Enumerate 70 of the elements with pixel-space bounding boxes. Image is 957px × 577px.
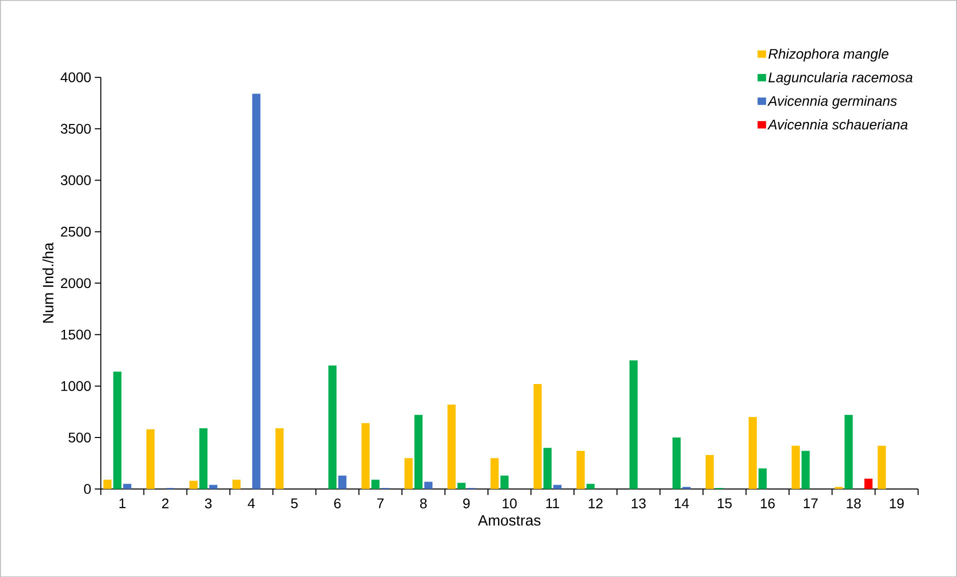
y-tick-label: 1000 — [61, 380, 91, 391]
legend-label: Avicennia schaueriana — [767, 119, 908, 130]
bar — [792, 446, 800, 489]
bar — [252, 94, 260, 489]
bar — [457, 482, 466, 489]
bar — [500, 475, 509, 489]
bar — [361, 422, 370, 489]
bar — [275, 428, 284, 489]
bar — [629, 360, 638, 489]
x-tick-label: 3 — [204, 498, 212, 508]
y-tick-label: 1500 — [61, 330, 91, 340]
bar — [448, 404, 456, 489]
y-tick-label: 0 — [84, 484, 91, 494]
bar — [758, 468, 767, 489]
bar — [844, 414, 853, 489]
bar — [189, 480, 198, 489]
x-tick-label: 8 — [420, 498, 427, 508]
bar — [199, 428, 208, 489]
bar — [146, 429, 155, 489]
x-tick-label: 9 — [463, 498, 470, 508]
bar — [543, 448, 552, 489]
x-tick-label: 1 — [119, 498, 126, 508]
bar — [424, 482, 432, 489]
x-tick-label: 16 — [760, 498, 775, 508]
bar — [103, 480, 112, 489]
x-tick-label: 13 — [632, 498, 646, 508]
bar — [553, 484, 562, 489]
y-tick-label: 3500 — [60, 124, 91, 134]
x-tick-label: 4 — [248, 498, 255, 508]
x-axis-title: Amostras — [478, 515, 540, 526]
bar — [534, 384, 542, 489]
bar — [404, 458, 413, 489]
x-tick-label: 15 — [718, 498, 732, 508]
x-tick-label: 6 — [334, 498, 341, 508]
bar — [802, 450, 810, 489]
bar — [878, 446, 886, 489]
bar — [113, 372, 122, 489]
x-tick-label: 11 — [546, 498, 560, 508]
bar — [748, 416, 757, 489]
x-tick-label: 18 — [846, 498, 861, 508]
bar — [232, 480, 241, 489]
bar — [586, 484, 595, 489]
bar — [123, 484, 132, 489]
y-tick-label: 2000 — [60, 278, 91, 288]
x-tick-label: 12 — [588, 498, 603, 508]
y-tick-label: 4000 — [60, 72, 91, 82]
bar — [576, 450, 585, 489]
x-tick-label: 14 — [674, 498, 689, 508]
bar — [328, 365, 337, 489]
x-tick-label: 7 — [377, 498, 384, 508]
y-axis-title: Num Ind./ha — [42, 242, 54, 322]
bar — [209, 484, 218, 489]
x-tick-label: 10 — [502, 498, 517, 508]
x-tick-label: 17 — [804, 498, 818, 508]
legend-label: Laguncularia racemosa — [768, 72, 912, 85]
bar — [338, 475, 346, 489]
y-tick-label: 3000 — [60, 175, 91, 186]
y-tick-label: 2500 — [60, 226, 91, 236]
bar — [864, 478, 873, 489]
legend-label: Avicennia germinans — [767, 96, 897, 109]
bar — [414, 414, 423, 489]
x-tick-label: 19 — [890, 498, 904, 508]
y-tick-label: 500 — [68, 432, 91, 442]
x-tick-label: 5 — [291, 498, 298, 508]
bar — [706, 454, 714, 489]
bar — [371, 480, 380, 489]
bar — [672, 437, 681, 489]
legend-label: Rhizophora mangle — [768, 48, 888, 62]
bar — [490, 458, 499, 489]
x-tick-label: 2 — [162, 498, 168, 508]
